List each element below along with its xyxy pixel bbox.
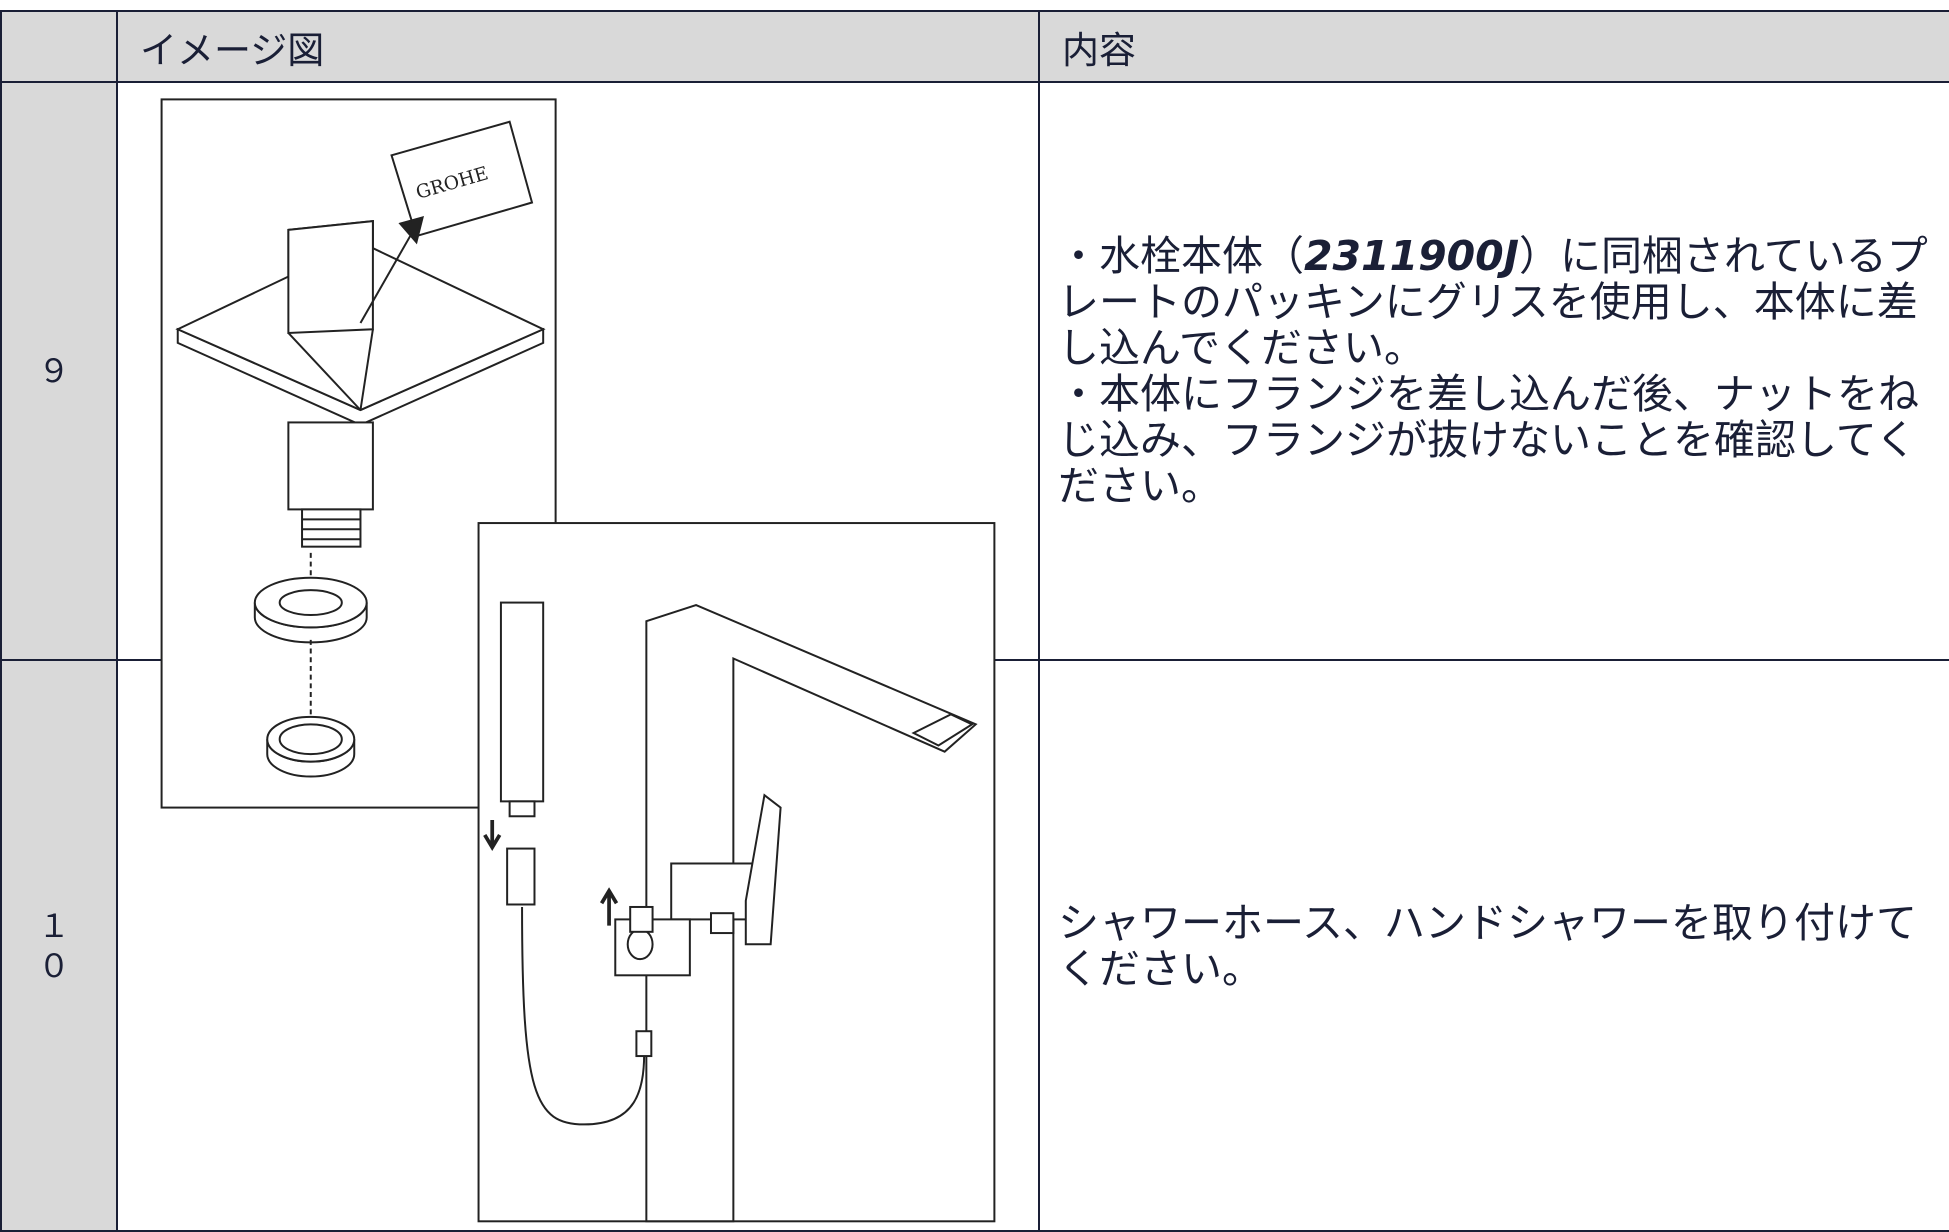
paragraph: シャワーホース、ハンドシャワーを取り付けてください。 (1058, 900, 1935, 992)
content: シャワーホース、ハンドシャワーを取り付けてください。 (1058, 900, 1935, 992)
paragraph: ・水栓本体（2311900J）に同梱されているプレートのパッキンにグリスを使用し… (1058, 233, 1935, 371)
row-number-text: ９ (38, 352, 71, 390)
text: ・水栓本体（ (1058, 232, 1304, 280)
header-label: イメージ図 (140, 28, 325, 72)
corner-cell (0, 10, 118, 83)
text: ・本体にフランジを差し込んだ後、ナットをねじ込み、フランジが抜けないことを確認し… (1058, 370, 1919, 510)
text: ）に同梱されているプレートのパッキンにグリスを使用し、本体に差し込んでください。 (1058, 232, 1928, 372)
row-number-text: １０ (38, 906, 71, 985)
content-cell: ・水栓本体（2311900J）に同梱されているプレートのパッキンにグリスを使用し… (1038, 81, 1949, 661)
row-number: １０ (0, 659, 118, 1232)
row-number: ９ (0, 81, 118, 661)
header-label: 内容 (1062, 28, 1136, 72)
content-cell: シャワーホース、ハンドシャワーを取り付けてください。 (1038, 659, 1949, 1232)
faucet-illustration (477, 522, 996, 1223)
header-cell: 内容 (1038, 10, 1949, 83)
text: シャワーホース、ハンドシャワーを取り付けてください。 (1058, 898, 1917, 993)
paragraph: ・本体にフランジを差し込んだ後、ナットをねじ込み、フランジが抜けないことを確認し… (1058, 371, 1935, 509)
model-number: 2311900J (1304, 232, 1519, 280)
content: ・水栓本体（2311900J）に同梱されているプレートのパッキンにグリスを使用し… (1058, 233, 1935, 509)
header-cell: イメージ図 (116, 10, 1040, 83)
